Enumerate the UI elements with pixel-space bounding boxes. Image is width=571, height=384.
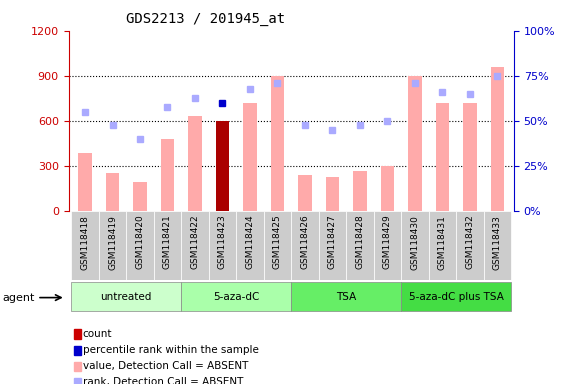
Bar	[271, 76, 284, 211]
Bar	[353, 170, 367, 211]
Bar	[216, 121, 230, 211]
FancyBboxPatch shape	[236, 211, 264, 280]
Text: rank, Detection Call = ABSENT: rank, Detection Call = ABSENT	[83, 377, 243, 384]
Text: GSM118431: GSM118431	[438, 215, 447, 270]
Bar	[106, 173, 119, 211]
FancyBboxPatch shape	[209, 211, 236, 280]
Text: GDS2213 / 201945_at: GDS2213 / 201945_at	[126, 12, 285, 25]
Bar	[133, 182, 147, 211]
Text: GSM118433: GSM118433	[493, 215, 502, 270]
Text: GSM118428: GSM118428	[355, 215, 364, 270]
FancyBboxPatch shape	[181, 211, 209, 280]
Text: count: count	[83, 329, 112, 339]
Text: agent: agent	[3, 293, 35, 303]
Text: GSM118419: GSM118419	[108, 215, 117, 270]
FancyBboxPatch shape	[291, 282, 401, 311]
FancyBboxPatch shape	[181, 282, 291, 311]
FancyBboxPatch shape	[99, 211, 126, 280]
Bar	[325, 177, 339, 211]
Bar	[463, 103, 477, 211]
Text: GSM118423: GSM118423	[218, 215, 227, 270]
Bar	[188, 116, 202, 211]
Bar	[490, 67, 504, 211]
Text: GSM118430: GSM118430	[411, 215, 420, 270]
Bar	[78, 152, 92, 211]
Text: GSM118427: GSM118427	[328, 215, 337, 270]
Text: GSM118425: GSM118425	[273, 215, 282, 270]
Bar	[243, 103, 257, 211]
FancyBboxPatch shape	[154, 211, 181, 280]
Bar	[298, 175, 312, 211]
Text: GSM118424: GSM118424	[246, 215, 255, 269]
Text: 5-aza-dC plus TSA: 5-aza-dC plus TSA	[409, 291, 504, 302]
FancyBboxPatch shape	[291, 211, 319, 280]
Text: GSM118432: GSM118432	[465, 215, 475, 270]
FancyBboxPatch shape	[429, 211, 456, 280]
Text: GSM118421: GSM118421	[163, 215, 172, 270]
FancyBboxPatch shape	[401, 282, 511, 311]
FancyBboxPatch shape	[71, 211, 99, 280]
Text: GSM118429: GSM118429	[383, 215, 392, 270]
Text: TSA: TSA	[336, 291, 356, 302]
Text: value, Detection Call = ABSENT: value, Detection Call = ABSENT	[83, 361, 248, 371]
Bar	[408, 76, 422, 211]
Bar	[380, 166, 395, 211]
FancyBboxPatch shape	[71, 282, 181, 311]
FancyBboxPatch shape	[456, 211, 484, 280]
FancyBboxPatch shape	[484, 211, 511, 280]
FancyBboxPatch shape	[319, 211, 346, 280]
FancyBboxPatch shape	[346, 211, 373, 280]
Text: percentile rank within the sample: percentile rank within the sample	[83, 345, 259, 355]
Text: GSM118420: GSM118420	[135, 215, 144, 270]
Text: GSM118422: GSM118422	[191, 215, 199, 269]
FancyBboxPatch shape	[401, 211, 429, 280]
Bar	[436, 103, 449, 211]
Text: GSM118426: GSM118426	[300, 215, 309, 270]
Text: 5-aza-dC: 5-aza-dC	[213, 291, 259, 302]
Text: GSM118418: GSM118418	[81, 215, 90, 270]
FancyBboxPatch shape	[264, 211, 291, 280]
FancyBboxPatch shape	[126, 211, 154, 280]
FancyBboxPatch shape	[373, 211, 401, 280]
Bar	[160, 139, 174, 211]
Text: untreated: untreated	[100, 291, 152, 302]
